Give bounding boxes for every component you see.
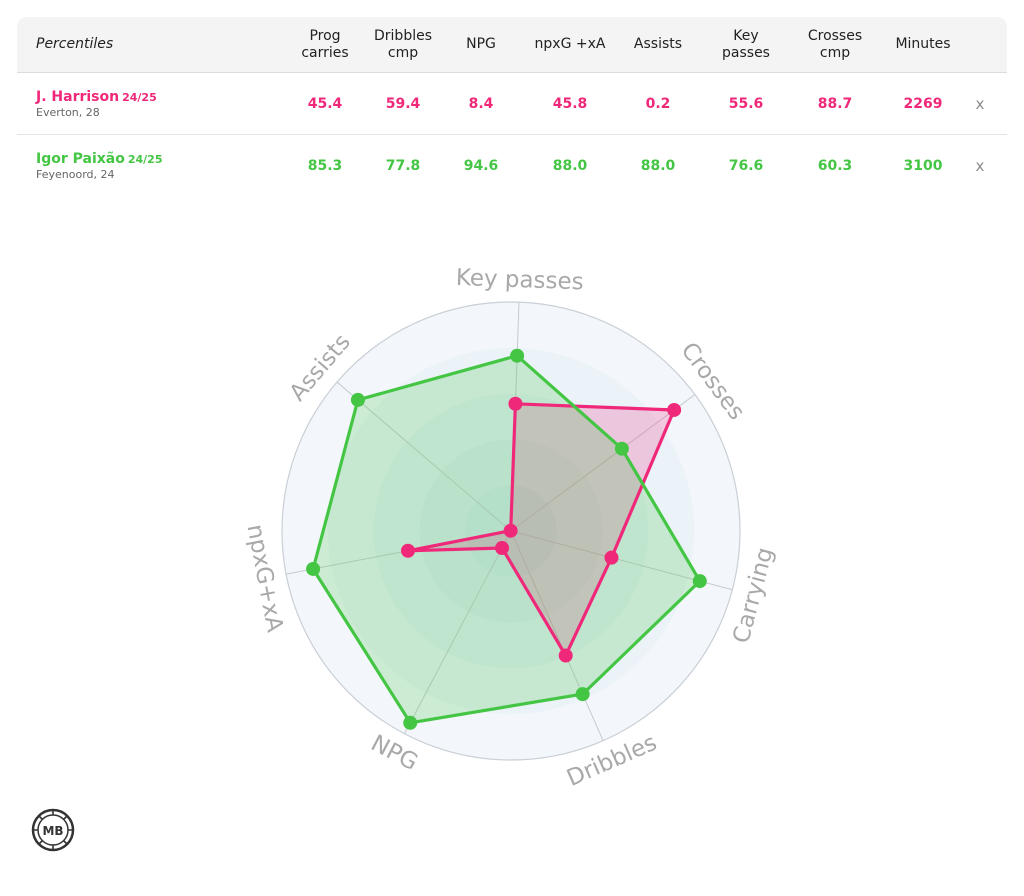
axis-label: Key passes <box>455 265 584 295</box>
data-point <box>558 648 573 663</box>
table-row: Igor Paixão 24/25 Feyenoord, 24 85.3 77.8… <box>17 135 1007 196</box>
value-npxg-xa: 45.8 <box>552 95 588 112</box>
data-point <box>575 687 590 702</box>
header-percentiles: Percentiles <box>36 36 114 52</box>
axis-label: npxG+xA <box>241 522 287 634</box>
series-line <box>311 354 702 725</box>
value-assists: 88.0 <box>640 157 676 174</box>
data-point <box>667 402 682 417</box>
header-prog-carries: Prog carries <box>301 27 349 61</box>
value-prog-carries: 85.3 <box>307 157 343 174</box>
data-point <box>604 550 619 565</box>
header-npg: NPG <box>466 36 496 52</box>
data-point <box>306 561 321 576</box>
logo: MB <box>31 808 75 852</box>
value-key-passes: 55.6 <box>728 95 764 112</box>
player-info: Everton, 28 <box>36 106 100 119</box>
player-info: Feyenoord, 24 <box>36 168 115 181</box>
data-point <box>403 715 418 730</box>
data-point <box>400 543 415 558</box>
value-npg: 94.6 <box>463 157 499 174</box>
player-season: 24/25 <box>127 153 163 166</box>
value-npg: 8.4 <box>468 95 494 112</box>
remove-player-button[interactable]: x <box>975 94 985 113</box>
value-key-passes: 76.6 <box>728 157 764 174</box>
player-name[interactable]: Igor Paixão 24/25 <box>36 151 163 167</box>
series-area <box>313 355 700 723</box>
percentile-table: Percentiles Prog carries Dribbles cmp NP… <box>17 17 1007 196</box>
header-minutes: Minutes <box>895 36 951 52</box>
table-header: Percentiles Prog carries Dribbles cmp NP… <box>17 17 1007 73</box>
data-point <box>495 541 510 556</box>
value-prog-carries: 45.4 <box>307 95 343 112</box>
header-crosses-cmp: Crosses cmp <box>807 27 863 61</box>
value-crosses-cmp: 88.7 <box>817 95 853 112</box>
table-row: J. Harrison 24/25 Everton, 28 45.4 59.4 8… <box>17 73 1007 135</box>
value-assists: 0.2 <box>645 95 671 112</box>
radar-spoke <box>336 381 512 532</box>
remove-player-button[interactable]: x <box>975 156 985 175</box>
header-key-passes: Key passes <box>722 27 770 61</box>
data-point <box>692 574 707 589</box>
data-point <box>508 396 523 411</box>
player-name[interactable]: J. Harrison 24/25 <box>36 89 157 105</box>
value-npxg-xa: 88.0 <box>552 157 588 174</box>
value-minutes: 3100 <box>903 157 943 174</box>
series-area <box>408 403 675 656</box>
value-dribbles-cmp: 77.8 <box>385 157 421 174</box>
data-point <box>614 441 629 456</box>
value-dribbles-cmp: 59.4 <box>385 95 421 112</box>
header-assists: Assists <box>633 36 683 52</box>
value-crosses-cmp: 60.3 <box>817 157 853 174</box>
radar-spoke <box>510 530 604 741</box>
data-point <box>350 392 365 407</box>
player-season: 24/25 <box>122 91 157 104</box>
header-npxg-xa: npxG +xA <box>534 36 606 52</box>
radar-spoke <box>510 394 696 532</box>
value-minutes: 2269 <box>903 95 943 112</box>
radar-spoke <box>404 530 512 734</box>
data-point <box>510 348 525 363</box>
header-dribbles-cmp: Dribbles cmp <box>374 27 432 61</box>
svg-text:MB: MB <box>42 824 63 838</box>
series-line <box>406 402 676 658</box>
data-point <box>503 523 518 538</box>
radar-chart: Key passesCrossesCarryingDribblesNPGnpxG… <box>241 265 778 790</box>
